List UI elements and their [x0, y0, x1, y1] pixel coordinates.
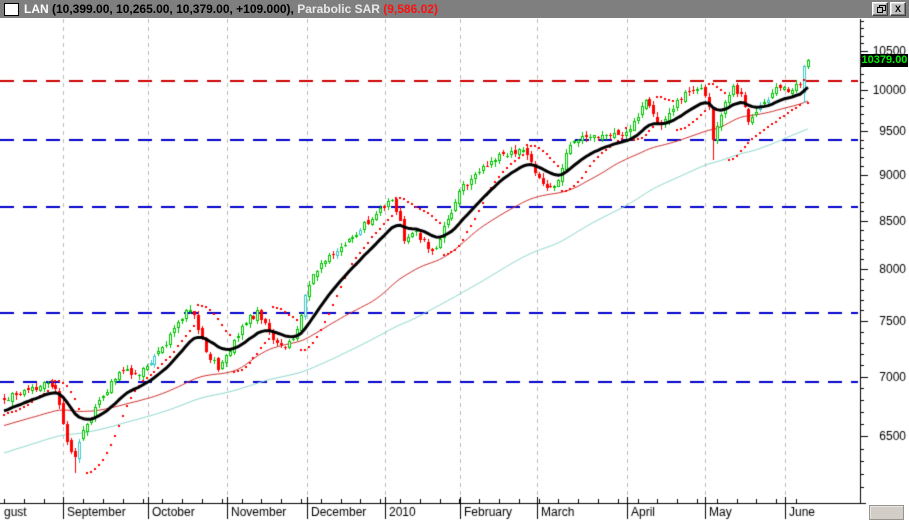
window-title: LAN (10,399.00, 10,265.00, 10,379.00, +1… [24, 2, 872, 16]
restore-button[interactable] [872, 2, 888, 16]
price-chart-canvas[interactable] [0, 18, 909, 524]
window-buttons: X [872, 2, 907, 16]
last-price-tag: 10379.00 [861, 54, 908, 67]
chart-window-icon[interactable] [4, 2, 19, 16]
close-button[interactable]: X [890, 2, 906, 16]
title-indicator-value: (9,586.02) [383, 2, 438, 16]
titlebar[interactable]: LAN (10,399.00, 10,265.00, 10,379.00, +1… [0, 0, 909, 18]
title-separator: , [290, 2, 298, 16]
restore-icon [877, 5, 886, 13]
scrollbar-corner [869, 505, 904, 520]
title-indicator-name: Parabolic SAR [297, 2, 384, 16]
title-ohlc-values: (10,399.00, 10,265.00, 10,379.00, +109.0… [52, 2, 291, 16]
close-icon: X [894, 3, 901, 14]
title-symbol: LAN [24, 2, 52, 16]
